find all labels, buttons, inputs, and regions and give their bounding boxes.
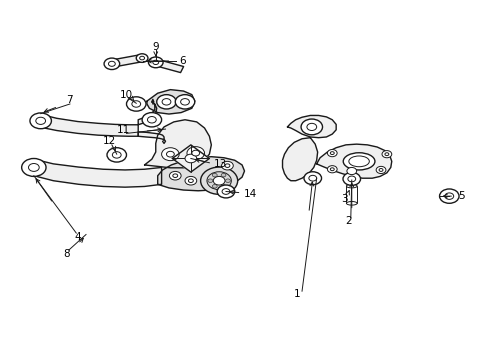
Circle shape (148, 57, 163, 68)
Circle shape (207, 179, 212, 183)
Circle shape (166, 151, 174, 157)
Circle shape (381, 150, 391, 158)
Circle shape (104, 58, 120, 69)
Polygon shape (282, 138, 317, 181)
Circle shape (184, 176, 196, 185)
Circle shape (347, 176, 355, 182)
Text: 9: 9 (152, 42, 159, 51)
Polygon shape (138, 102, 157, 125)
Circle shape (108, 61, 115, 66)
Ellipse shape (343, 153, 374, 170)
Ellipse shape (346, 202, 356, 205)
Circle shape (28, 163, 39, 171)
Circle shape (224, 164, 229, 167)
Text: 14: 14 (243, 189, 256, 199)
Polygon shape (105, 55, 143, 68)
Circle shape (301, 119, 322, 135)
Polygon shape (287, 116, 335, 138)
Circle shape (375, 166, 385, 174)
Circle shape (304, 172, 321, 185)
Circle shape (188, 179, 193, 183)
Polygon shape (144, 120, 211, 168)
Polygon shape (158, 157, 244, 191)
Polygon shape (34, 159, 161, 187)
Text: 13: 13 (214, 159, 227, 169)
Ellipse shape (346, 184, 356, 188)
Text: 3: 3 (341, 194, 347, 204)
Ellipse shape (348, 156, 368, 167)
Circle shape (206, 172, 231, 190)
Circle shape (330, 152, 333, 154)
Circle shape (306, 123, 316, 131)
Circle shape (444, 193, 453, 199)
Circle shape (162, 99, 170, 105)
Circle shape (169, 171, 181, 180)
Circle shape (172, 174, 177, 177)
Circle shape (132, 101, 141, 107)
Text: 11: 11 (117, 125, 130, 135)
Circle shape (142, 113, 161, 127)
Circle shape (136, 54, 148, 62)
Text: 10: 10 (120, 90, 133, 100)
Circle shape (175, 95, 194, 109)
Polygon shape (154, 59, 183, 73)
Circle shape (342, 172, 360, 185)
Circle shape (191, 150, 199, 156)
Text: 5: 5 (457, 191, 464, 201)
Circle shape (217, 185, 234, 198)
Circle shape (378, 168, 382, 171)
Text: 2: 2 (345, 216, 351, 226)
Polygon shape (147, 90, 194, 114)
Circle shape (186, 147, 204, 159)
Circle shape (384, 153, 388, 156)
Circle shape (212, 173, 217, 177)
Circle shape (112, 152, 121, 158)
Circle shape (308, 175, 316, 181)
Circle shape (140, 56, 144, 60)
Circle shape (225, 179, 230, 183)
Circle shape (107, 148, 126, 162)
Circle shape (200, 167, 237, 194)
Polygon shape (138, 132, 163, 140)
Circle shape (21, 158, 46, 176)
Circle shape (161, 148, 179, 161)
Text: 12: 12 (102, 136, 115, 146)
Text: 6: 6 (179, 56, 185, 66)
Circle shape (330, 168, 333, 171)
Circle shape (212, 185, 217, 188)
Circle shape (184, 154, 196, 163)
Circle shape (30, 113, 51, 129)
Circle shape (439, 189, 458, 203)
Circle shape (157, 95, 176, 109)
Text: 1: 1 (293, 289, 300, 299)
Circle shape (126, 97, 146, 111)
Circle shape (346, 167, 356, 175)
Circle shape (327, 149, 336, 157)
Polygon shape (316, 144, 391, 178)
Circle shape (222, 189, 229, 194)
Circle shape (180, 99, 189, 105)
Polygon shape (41, 114, 138, 136)
Circle shape (327, 166, 336, 173)
Circle shape (221, 185, 225, 188)
Circle shape (213, 176, 224, 185)
Circle shape (221, 161, 233, 170)
Circle shape (153, 60, 158, 64)
Circle shape (147, 117, 156, 123)
Polygon shape (172, 145, 209, 172)
Circle shape (36, 117, 45, 125)
Text: 4: 4 (74, 232, 81, 242)
Text: 8: 8 (63, 248, 70, 258)
Circle shape (221, 173, 225, 177)
Text: 7: 7 (65, 95, 72, 105)
